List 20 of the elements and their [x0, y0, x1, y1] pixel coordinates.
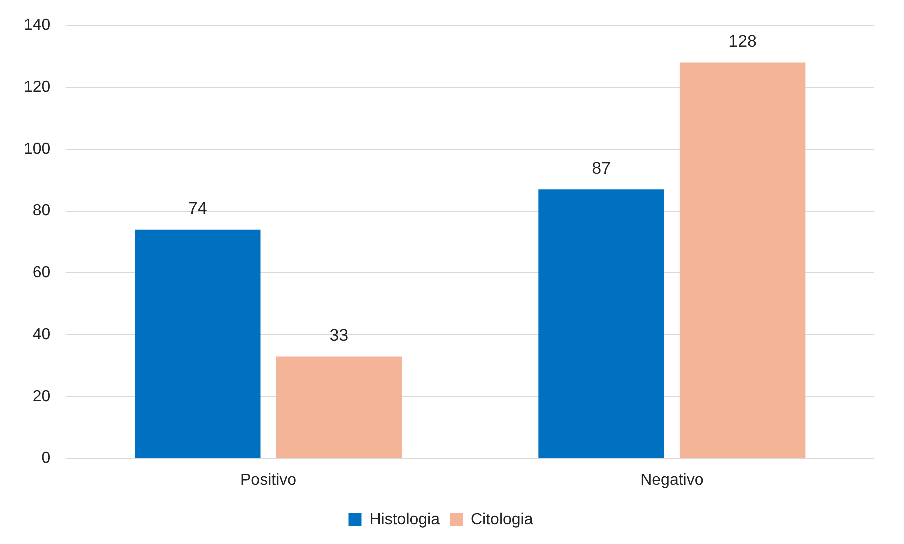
y-tick-label: 0: [42, 450, 51, 468]
x-tick-label: Negativo: [640, 472, 704, 489]
y-tick-label: 20: [32, 388, 51, 406]
bar: [680, 62, 806, 458]
data-label: 74: [188, 199, 208, 218]
data-label: 128: [728, 32, 757, 51]
y-tick-label: 60: [32, 264, 51, 282]
bar: [538, 190, 664, 458]
data-label: 87: [592, 158, 611, 178]
y-tick-label: 100: [24, 140, 51, 158]
y-tick-label: 120: [24, 78, 51, 96]
bar: [276, 356, 402, 458]
x-tick-label: Positivo: [240, 472, 297, 489]
data-label: 33: [330, 326, 349, 345]
legend-label: Citologia: [471, 511, 534, 528]
y-tick-label: 40: [32, 326, 51, 344]
y-tick-label: 80: [32, 202, 51, 220]
y-tick-label: 140: [24, 17, 51, 34]
bar: [135, 230, 261, 458]
legend-label: Histologia: [370, 511, 440, 528]
